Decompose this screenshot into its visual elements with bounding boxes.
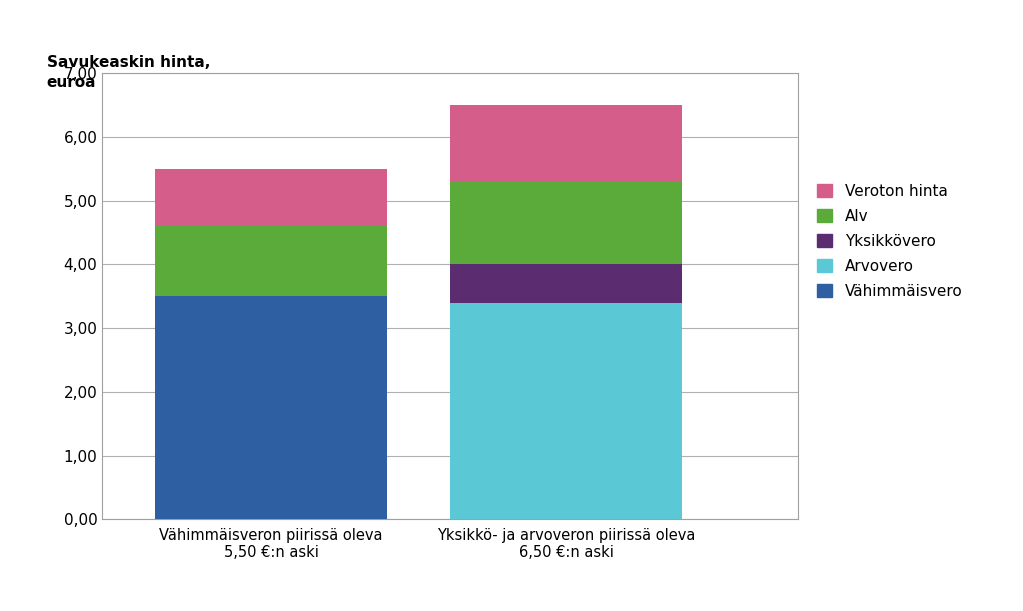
Legend: Veroton hinta, Alv, Yksikkövero, Arvovero, Vähimmäisvero: Veroton hinta, Alv, Yksikkövero, Arvover… [812,179,967,303]
Bar [450,181,682,265]
Bar [155,169,387,226]
Text: Savukeaskin hinta,
euroa: Savukeaskin hinta, euroa [47,56,210,90]
Bar [155,296,387,519]
Bar [450,105,682,181]
Bar [450,265,682,302]
Bar [155,226,387,296]
Bar [450,302,682,519]
